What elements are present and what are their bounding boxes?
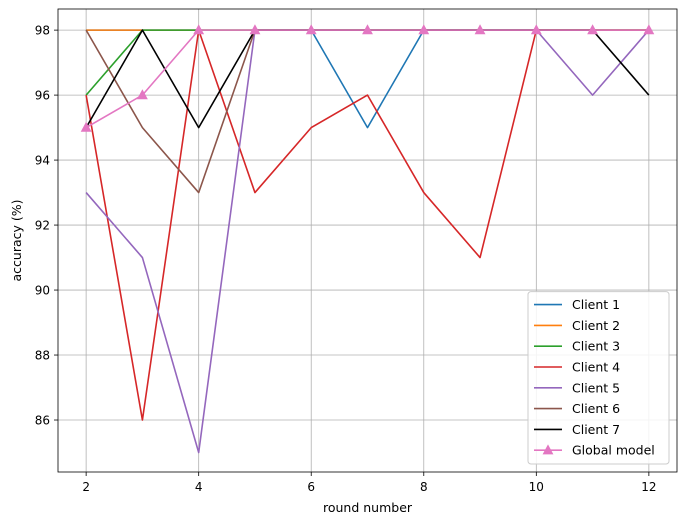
legend-label-client-4: Client 4	[572, 360, 620, 375]
y-tick-label: 94	[35, 154, 50, 168]
data-point-global-model	[418, 24, 430, 35]
legend: Client 1 Client 2 Client 3 Client 4 Client 5…	[527, 291, 670, 465]
legend-marker-global-model	[542, 444, 554, 455]
x-tick-label: 4	[195, 480, 203, 494]
legend-label-client-3: Client 3	[572, 339, 620, 354]
data-point-global-model	[80, 121, 92, 132]
y-tick-label: 90	[35, 284, 50, 298]
data-point-global-model	[305, 24, 317, 35]
x-tick-label: 10	[529, 480, 544, 494]
y-tick-label: 92	[35, 219, 50, 233]
legend-box	[527, 291, 670, 465]
data-point-global-model	[193, 24, 205, 35]
x-tick-label: 2	[82, 480, 90, 494]
legend-label-client-7: Client 7	[572, 422, 620, 437]
legend-label-client-5: Client 5	[572, 380, 620, 395]
x-tick-label: 6	[307, 480, 315, 494]
legend-label-client-1: Client 1	[572, 297, 620, 312]
data-point-global-model	[530, 24, 542, 35]
x-tick-label: 12	[641, 480, 656, 494]
data-point-global-model	[136, 89, 148, 100]
x-axis-label: round number	[323, 500, 413, 515]
legend-label-client-2: Client 2	[572, 318, 620, 333]
data-point-global-model	[643, 24, 655, 35]
data-point-global-model	[587, 24, 599, 35]
y-axis-label: accuracy (%)	[9, 199, 24, 281]
legend-label-client-6: Client 6	[572, 401, 620, 416]
y-tick-label: 88	[35, 349, 50, 363]
y-tick-label: 96	[35, 89, 50, 103]
y-tick-label: 98	[35, 24, 50, 38]
data-point-global-model	[474, 24, 486, 35]
data-point-global-model	[249, 24, 261, 35]
plot-series	[80, 24, 655, 454]
y-tick-label: 86	[35, 414, 50, 428]
y-axis-ticks: 86 88 90 92 94 96 98	[35, 24, 58, 428]
plot-frame	[57, 8, 678, 473]
data-point-global-model	[362, 24, 373, 35]
x-axis-ticks: 2 4 6 8 10 12	[82, 472, 657, 494]
legend-label-global-model: Global model	[572, 443, 655, 458]
x-tick-label: 8	[420, 480, 428, 494]
